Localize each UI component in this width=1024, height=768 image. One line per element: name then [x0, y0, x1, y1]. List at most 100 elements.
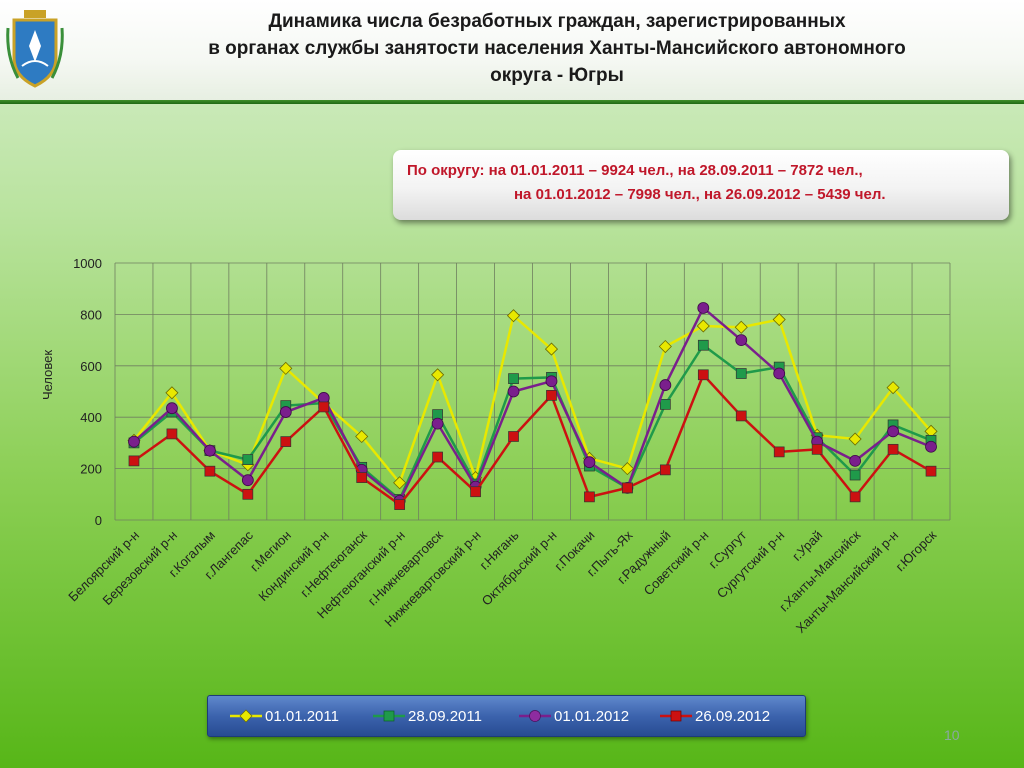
data-point: [318, 401, 330, 413]
data-point: [507, 385, 520, 398]
data-point: [584, 491, 595, 503]
data-point: [659, 399, 671, 410]
data-point: [356, 472, 368, 483]
data-point: [165, 386, 179, 400]
legend-marker-0: [230, 709, 262, 723]
legend-marker-1: [373, 710, 405, 722]
data-point: [887, 425, 899, 438]
series-line-3: [133, 373, 932, 506]
data-point: [811, 443, 823, 455]
legend-item-1: 28.09.2011: [373, 705, 482, 727]
page-title: Динамика числа безработных граждан, заре…: [110, 8, 1004, 89]
data-point: [925, 440, 937, 453]
summary-line-2: на 01.01.2012 – 7998 чел., на 26.09.2012…: [514, 186, 886, 203]
legend-marker-2: [519, 710, 551, 722]
data-point: [204, 465, 216, 477]
data-point: [506, 309, 521, 323]
data-point: [848, 432, 862, 446]
summary-box: По округу: на 01.01.2011 – 9924 чел., на…: [393, 150, 1009, 220]
data-point: [620, 462, 634, 476]
y-axis-label: Человек: [40, 350, 55, 400]
series-line-0: [133, 314, 932, 484]
x-tick-label: Сургутский р-н: [714, 528, 788, 602]
header-divider: [0, 100, 1024, 104]
x-tick-label: г.Нефтеюганск: [297, 527, 370, 600]
y-tick-label: 400: [80, 410, 102, 425]
data-point: [166, 428, 178, 440]
series-3: [128, 369, 937, 510]
data-point: [735, 410, 747, 422]
data-point: [508, 373, 519, 384]
data-point: [355, 429, 369, 444]
data-point: [697, 369, 709, 381]
data-point: [128, 455, 140, 467]
data-point: [849, 469, 861, 481]
legend-item-2: 01.01.2012: [519, 705, 629, 727]
data-point: [658, 339, 672, 354]
legend-label-3: 26.09.2012: [695, 707, 771, 725]
data-point: [849, 491, 861, 503]
data-point: [697, 339, 709, 351]
data-point: [696, 319, 710, 333]
data-point: [242, 488, 254, 500]
y-tick-label: 0: [95, 513, 102, 528]
data-point: [697, 302, 710, 314]
x-tick-label: г.Югорск: [892, 527, 939, 574]
y-tick-label: 200: [80, 462, 102, 477]
coat-of-arms-icon: [6, 10, 64, 88]
data-point: [470, 486, 481, 498]
summary-line-1: По округу: на 01.01.2011 – 9924 чел., на…: [407, 162, 863, 179]
data-point: [431, 368, 445, 382]
data-point: [773, 367, 786, 380]
data-point: [279, 361, 293, 375]
page-number: 10: [944, 727, 960, 743]
data-point: [849, 454, 862, 467]
data-point: [735, 368, 747, 379]
series-line-2: [133, 306, 932, 502]
chart-legend: 01.01.2011 28.09.2011 01.01.2012 26.09.2…: [207, 695, 806, 737]
legend-label-2: 01.01.2012: [554, 707, 630, 725]
title-line-1: Динамика числа безработных граждан, заре…: [268, 11, 846, 32]
title-line-3: округа - Югры: [490, 65, 624, 86]
legend-marker-3: [660, 710, 692, 722]
data-point: [166, 402, 178, 415]
data-point: [545, 375, 558, 388]
data-point: [886, 381, 900, 395]
data-point: [772, 312, 786, 327]
data-point: [659, 464, 671, 476]
data-point: [546, 390, 557, 401]
data-point: [431, 417, 444, 430]
legend-item-0: 01.01.2011: [230, 705, 339, 727]
data-point: [659, 379, 672, 391]
data-point: [544, 342, 559, 356]
data-point: [925, 465, 937, 477]
data-point: [279, 406, 292, 418]
data-point: [734, 320, 748, 334]
y-tick-label: 600: [80, 359, 102, 374]
x-tick-label: г.Урай: [789, 528, 825, 564]
data-point: [887, 443, 899, 455]
legend-label-1: 28.09.2011: [408, 707, 482, 725]
data-point: [241, 474, 254, 487]
title-line-2: в органах службы занятости населения Хан…: [208, 38, 906, 59]
y-tick-label: 800: [80, 307, 102, 322]
data-point: [394, 499, 406, 510]
data-point: [622, 482, 633, 494]
data-point: [242, 454, 254, 465]
data-point: [735, 334, 748, 347]
data-point: [432, 451, 443, 463]
legend-item-3: 26.09.2012: [660, 705, 770, 727]
data-point: [508, 431, 519, 442]
header-bar: [0, 0, 1024, 100]
data-point: [393, 476, 407, 490]
chart-grid: [114, 262, 951, 521]
series-line-1: [133, 343, 932, 501]
data-point: [203, 444, 216, 457]
data-point: [773, 446, 785, 458]
data-point: [280, 436, 292, 447]
y-tick-label: 1000: [73, 256, 102, 271]
data-point: [128, 435, 140, 448]
data-point: [583, 456, 596, 469]
legend-label-0: 01.01.2011: [265, 707, 339, 725]
